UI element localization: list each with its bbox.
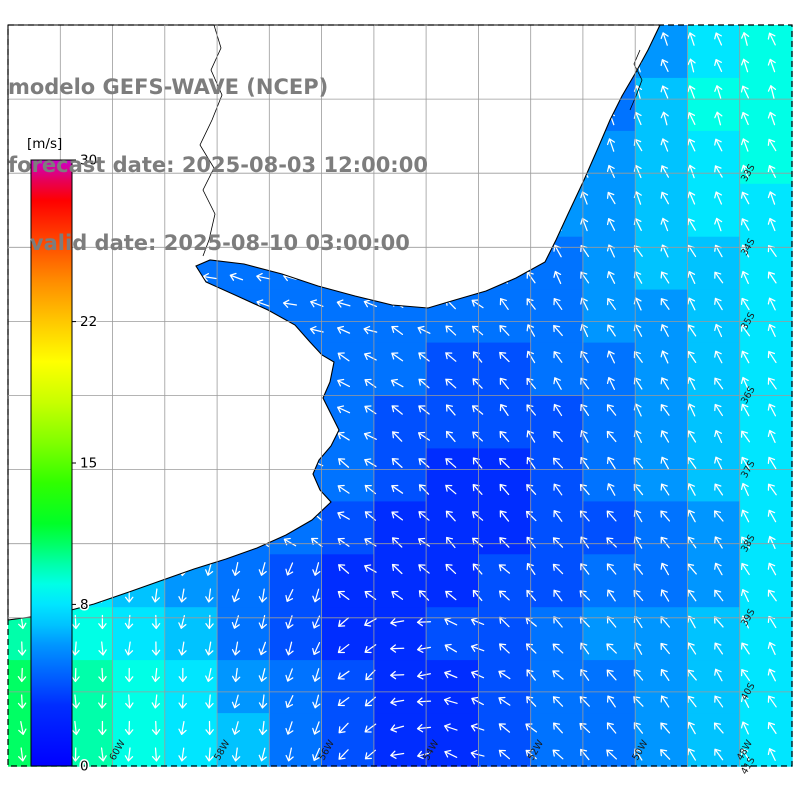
valid-date: valid date: 2025-08-10 03:00:00	[8, 231, 410, 255]
forecast-date: forecast date: 2025-08-03 12:00:00	[8, 153, 428, 177]
rivers	[199, 24, 643, 257]
colorbar-tick-label: 8	[80, 597, 89, 613]
graticule	[8, 25, 792, 766]
map-frame	[7, 24, 793, 767]
colorbar-tick-label: 22	[80, 314, 97, 330]
land-mass	[7, 24, 661, 621]
colorbar-tick-label: 30	[80, 153, 97, 169]
colorbar-tick-label: 0	[80, 759, 89, 775]
colorbar-tick-label: 15	[80, 456, 97, 472]
colorbar: 30 22 15 8 0 [m/s]	[27, 136, 99, 776]
map-title-block: modelo GEFS-WAVE (NCEP) forecast date: 2…	[8, 22, 428, 308]
colorbar-unit-label: [m/s]	[27, 136, 62, 152]
model-name: modelo GEFS-WAVE (NCEP)	[8, 75, 329, 99]
